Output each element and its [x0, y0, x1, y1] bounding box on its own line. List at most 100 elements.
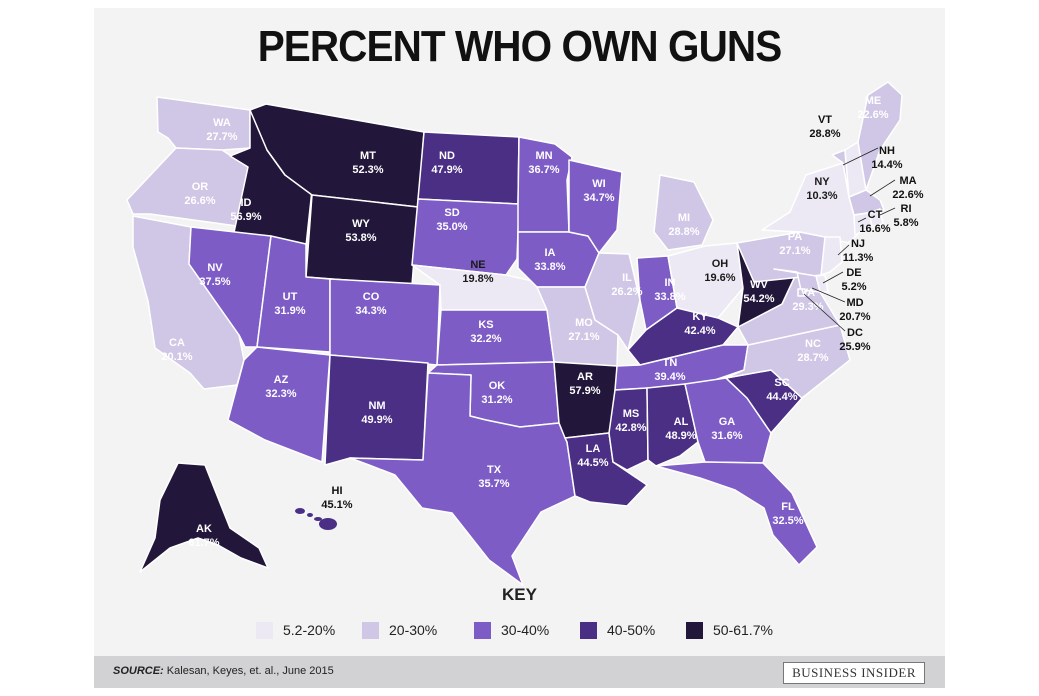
hawaii-island	[295, 508, 305, 514]
state-value-label: 36.7%	[528, 164, 559, 176]
state-value-label: 29.3%	[792, 301, 823, 313]
state-value-label: 57.9%	[569, 385, 600, 397]
leader-line	[857, 217, 867, 223]
source-note: SOURCE: Kalesan, Keyes, et. al., June 20…	[113, 665, 334, 677]
state-code-label: AR	[577, 371, 593, 383]
state-value-label: 5.2%	[841, 281, 866, 293]
state-code-label: NH	[879, 145, 895, 157]
state-value-label: 47.9%	[431, 164, 462, 176]
state-code-label: WA	[213, 117, 231, 129]
state-code-label: RI	[901, 203, 912, 215]
state-value-label: 20.7%	[839, 311, 870, 323]
state-value-label: 14.4%	[871, 159, 902, 171]
source-label: SOURCE:	[113, 665, 164, 677]
state-pa	[736, 231, 831, 283]
legend: 5.2-20% 20-30% 30-40% 40-50% 50-61.7%	[256, 620, 796, 642]
legend-swatch	[362, 621, 379, 639]
legend-swatch	[474, 621, 491, 639]
state-value-label: 31.6%	[711, 430, 742, 442]
state-value-label: 33.8%	[654, 291, 685, 303]
state-code-label: TX	[487, 464, 502, 476]
state-code-label: DC	[847, 327, 863, 339]
state-value-label: 35.0%	[436, 221, 467, 233]
state-code-label: AZ	[274, 374, 289, 386]
state-value-label: 44.5%	[577, 457, 608, 469]
state-value-label: 16.6%	[859, 223, 890, 235]
legend-label: 40-50%	[607, 622, 656, 638]
state-value-label: 32.3%	[265, 388, 296, 400]
legend-swatch	[686, 621, 703, 639]
state-code-label: NY	[814, 176, 830, 188]
state-il	[584, 252, 641, 351]
hawaii-island	[307, 513, 313, 517]
state-mn	[517, 136, 573, 233]
legend-item: 30-40%	[474, 620, 549, 640]
state-fl	[655, 461, 818, 566]
legend-label: 5.2-20%	[283, 622, 336, 638]
state-value-label: 22.6%	[892, 189, 923, 201]
legend-item: 50-61.7%	[686, 620, 773, 640]
state-code-label: AL	[674, 416, 689, 428]
page-title: PERCENT WHO OWN GUNS	[257, 22, 783, 71]
state-code-label: MN	[535, 150, 552, 162]
state-code-label: OR	[192, 181, 209, 193]
state-code-label: KY	[692, 311, 708, 323]
state-code-label: IL	[622, 272, 632, 284]
state-code-label: HI	[332, 485, 343, 497]
state-tx	[349, 372, 576, 586]
state-ia	[517, 231, 600, 288]
state-code-label: GA	[719, 416, 736, 428]
state-code-label: CT	[868, 209, 883, 221]
state-mi	[653, 174, 714, 251]
state-value-label: 48.9%	[665, 430, 696, 442]
state-code-label: CO	[363, 291, 380, 303]
state-code-label: WV	[750, 279, 768, 291]
state-value-label: 39.4%	[654, 371, 685, 383]
state-value-label: 37.5%	[199, 276, 230, 288]
state-value-label: 28.8%	[809, 128, 840, 140]
state-value-label: 44.4%	[766, 391, 797, 403]
state-value-label: 34.3%	[355, 305, 386, 317]
state-value-label: 61.7%	[188, 537, 219, 549]
business-insider-logo: BUSINESS INSIDER	[783, 662, 925, 684]
leader-line	[879, 207, 896, 216]
state-value-label: 5.8%	[893, 217, 918, 229]
state-code-label: MS	[623, 408, 640, 420]
state-code-label: SC	[774, 377, 789, 389]
leader-line	[837, 244, 850, 256]
state-sd	[411, 198, 520, 276]
state-code-label: NE	[470, 259, 485, 271]
state-code-label: VT	[818, 114, 832, 126]
state-code-label: NM	[368, 400, 385, 412]
state-code-label: UT	[283, 291, 298, 303]
state-value-label: 42.8%	[615, 422, 646, 434]
legend-item: 40-50%	[580, 620, 655, 640]
state-value-label: 27.1%	[568, 331, 599, 343]
state-dc	[797, 288, 806, 297]
state-value-label: 53.8%	[345, 232, 376, 244]
leader-line	[822, 271, 844, 284]
state-code-label: IA	[545, 247, 556, 259]
state-value-label: 28.7%	[797, 352, 828, 364]
state-ma	[848, 189, 885, 216]
state-ny	[761, 162, 858, 244]
state-code-label: OH	[712, 258, 729, 270]
state-value-label: 28.8%	[668, 226, 699, 238]
state-value-label: 26.2%	[611, 286, 642, 298]
state-nj	[820, 236, 843, 276]
state-code-label: ME	[865, 95, 882, 107]
state-az	[227, 346, 331, 463]
state-md	[773, 268, 821, 293]
legend-label: 30-40%	[501, 622, 550, 638]
leader-line	[842, 147, 879, 166]
legend-swatch	[580, 621, 597, 639]
state-value-label: 19.6%	[704, 272, 735, 284]
state-value-label: 25.9%	[839, 341, 870, 353]
state-value-label: 33.8%	[534, 261, 565, 273]
state-value-label: 19.8%	[462, 273, 493, 285]
state-code-label: IN	[665, 277, 676, 289]
footer: SOURCE: Kalesan, Keyes, et. al., June 20…	[94, 656, 945, 688]
state-value-label: 26.6%	[184, 195, 215, 207]
state-value-label: 52.3%	[352, 164, 383, 176]
